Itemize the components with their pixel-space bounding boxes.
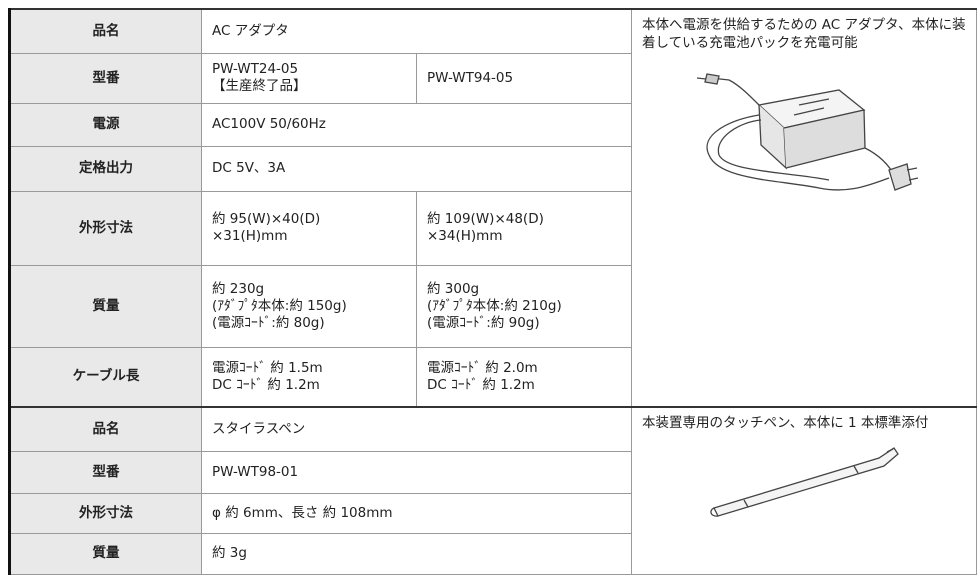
spec-label: 型番 <box>8 450 202 494</box>
spec-value: PW-WT98-01 <box>201 450 632 494</box>
spec-value: 電源ｺｰﾄﾞ 約 2.0m DC ｺｰﾄﾞ 約 1.2m <box>416 346 632 408</box>
ac-adapter-illustration <box>696 73 919 191</box>
spec-row: 型番 PW-WT98-01 <box>8 450 977 494</box>
spec-value: DC 5V、3A <box>201 145 632 192</box>
spec-row: 品名 スタイラスペン 本装置専用のタッチペン、本体に 1 本標準添付 <box>8 406 977 575</box>
spec-label: ケーブル長 <box>8 346 202 408</box>
spec-label: 外形寸法 <box>8 492 202 534</box>
description-text: 本体へ電源を供給するための AC アダプタ、本体に装着している充電池パックを充電… <box>642 17 966 51</box>
spec-value: 約 95(W)×40(D) ×31(H)mm <box>201 190 417 266</box>
spec-label: 品名 <box>8 406 202 452</box>
stylus-pen-illustration <box>710 447 899 517</box>
spec-label: 外形寸法 <box>8 190 202 266</box>
spec-label: 質量 <box>8 264 202 348</box>
spec-value: φ 約 6mm、長さ 約 108mm <box>201 492 632 534</box>
spec-row: 電源 AC100V 50/60Hz <box>8 102 977 147</box>
spec-value: AC100V 50/60Hz <box>201 102 632 147</box>
spec-label: 電源 <box>8 102 202 147</box>
spec-table-wrap: 品名 AC アダプタ 本体へ電源を供給するための AC アダプタ、本体に装着している… <box>8 8 977 575</box>
description-text: 本装置専用のタッチペン、本体に 1 本標準添付 <box>642 415 929 431</box>
spec-row: 品名 AC アダプタ 本体へ電源を供給するための AC アダプタ、本体に装着している… <box>8 8 977 408</box>
spec-row: 定格出力 DC 5V、3A <box>8 145 977 192</box>
spec-value: AC アダプタ <box>201 8 632 54</box>
spec-row: 外形寸法 φ 約 6mm、長さ 約 108mm <box>8 492 977 534</box>
spec-label: 品名 <box>8 8 202 54</box>
spec-label: 質量 <box>8 532 202 575</box>
spec-table: 品名 AC アダプタ 本体へ電源を供給するための AC アダプタ、本体に装着している… <box>8 8 977 575</box>
spec-row: 質量約 3g <box>8 532 977 575</box>
spec-label: 型番 <box>8 52 202 104</box>
spec-value: 約 300g (ｱﾀﾞﾌﾟﾀ本体:約 210g) (電源ｺｰﾄﾞ:約 90g) <box>416 264 632 348</box>
spec-value: スタイラスペン <box>201 406 632 452</box>
spec-value: 約 3g <box>201 532 632 575</box>
spec-value: 約 230g (ｱﾀﾞﾌﾟﾀ本体:約 150g) (電源ｺｰﾄﾞ:約 80g) <box>201 264 417 348</box>
spec-value: PW-WT94-05 <box>416 52 632 104</box>
spec-row: 外形寸法約 95(W)×40(D) ×31(H)mm 約 109(W)×48(D)… <box>8 190 977 266</box>
spec-label: 定格出力 <box>8 145 202 192</box>
spec-row: 型番 PW-WT24-05 【生産終了品】 PW-WT94-05 <box>8 52 977 104</box>
spec-row: ケーブル長 電源ｺｰﾄﾞ 約 1.5m DC ｺｰﾄﾞ 約 1.2m 電源ｺｰﾄﾞ … <box>8 346 977 408</box>
spec-value: 約 109(W)×48(D) ×34(H)mm <box>416 190 632 266</box>
spec-value: PW-WT24-05 【生産終了品】 <box>201 52 417 104</box>
product-description: 本装置専用のタッチペン、本体に 1 本標準添付 <box>631 406 977 575</box>
spec-value: 電源ｺｰﾄﾞ 約 1.5m DC ｺｰﾄﾞ 約 1.2m <box>201 346 417 408</box>
product-description: 本体へ電源を供給するための AC アダプタ、本体に装着している充電池パックを充電… <box>631 8 977 408</box>
spec-row: 質量約 230g (ｱﾀﾞﾌﾟﾀ本体:約 150g) (電源ｺｰﾄﾞ:約 80g… <box>8 264 977 348</box>
